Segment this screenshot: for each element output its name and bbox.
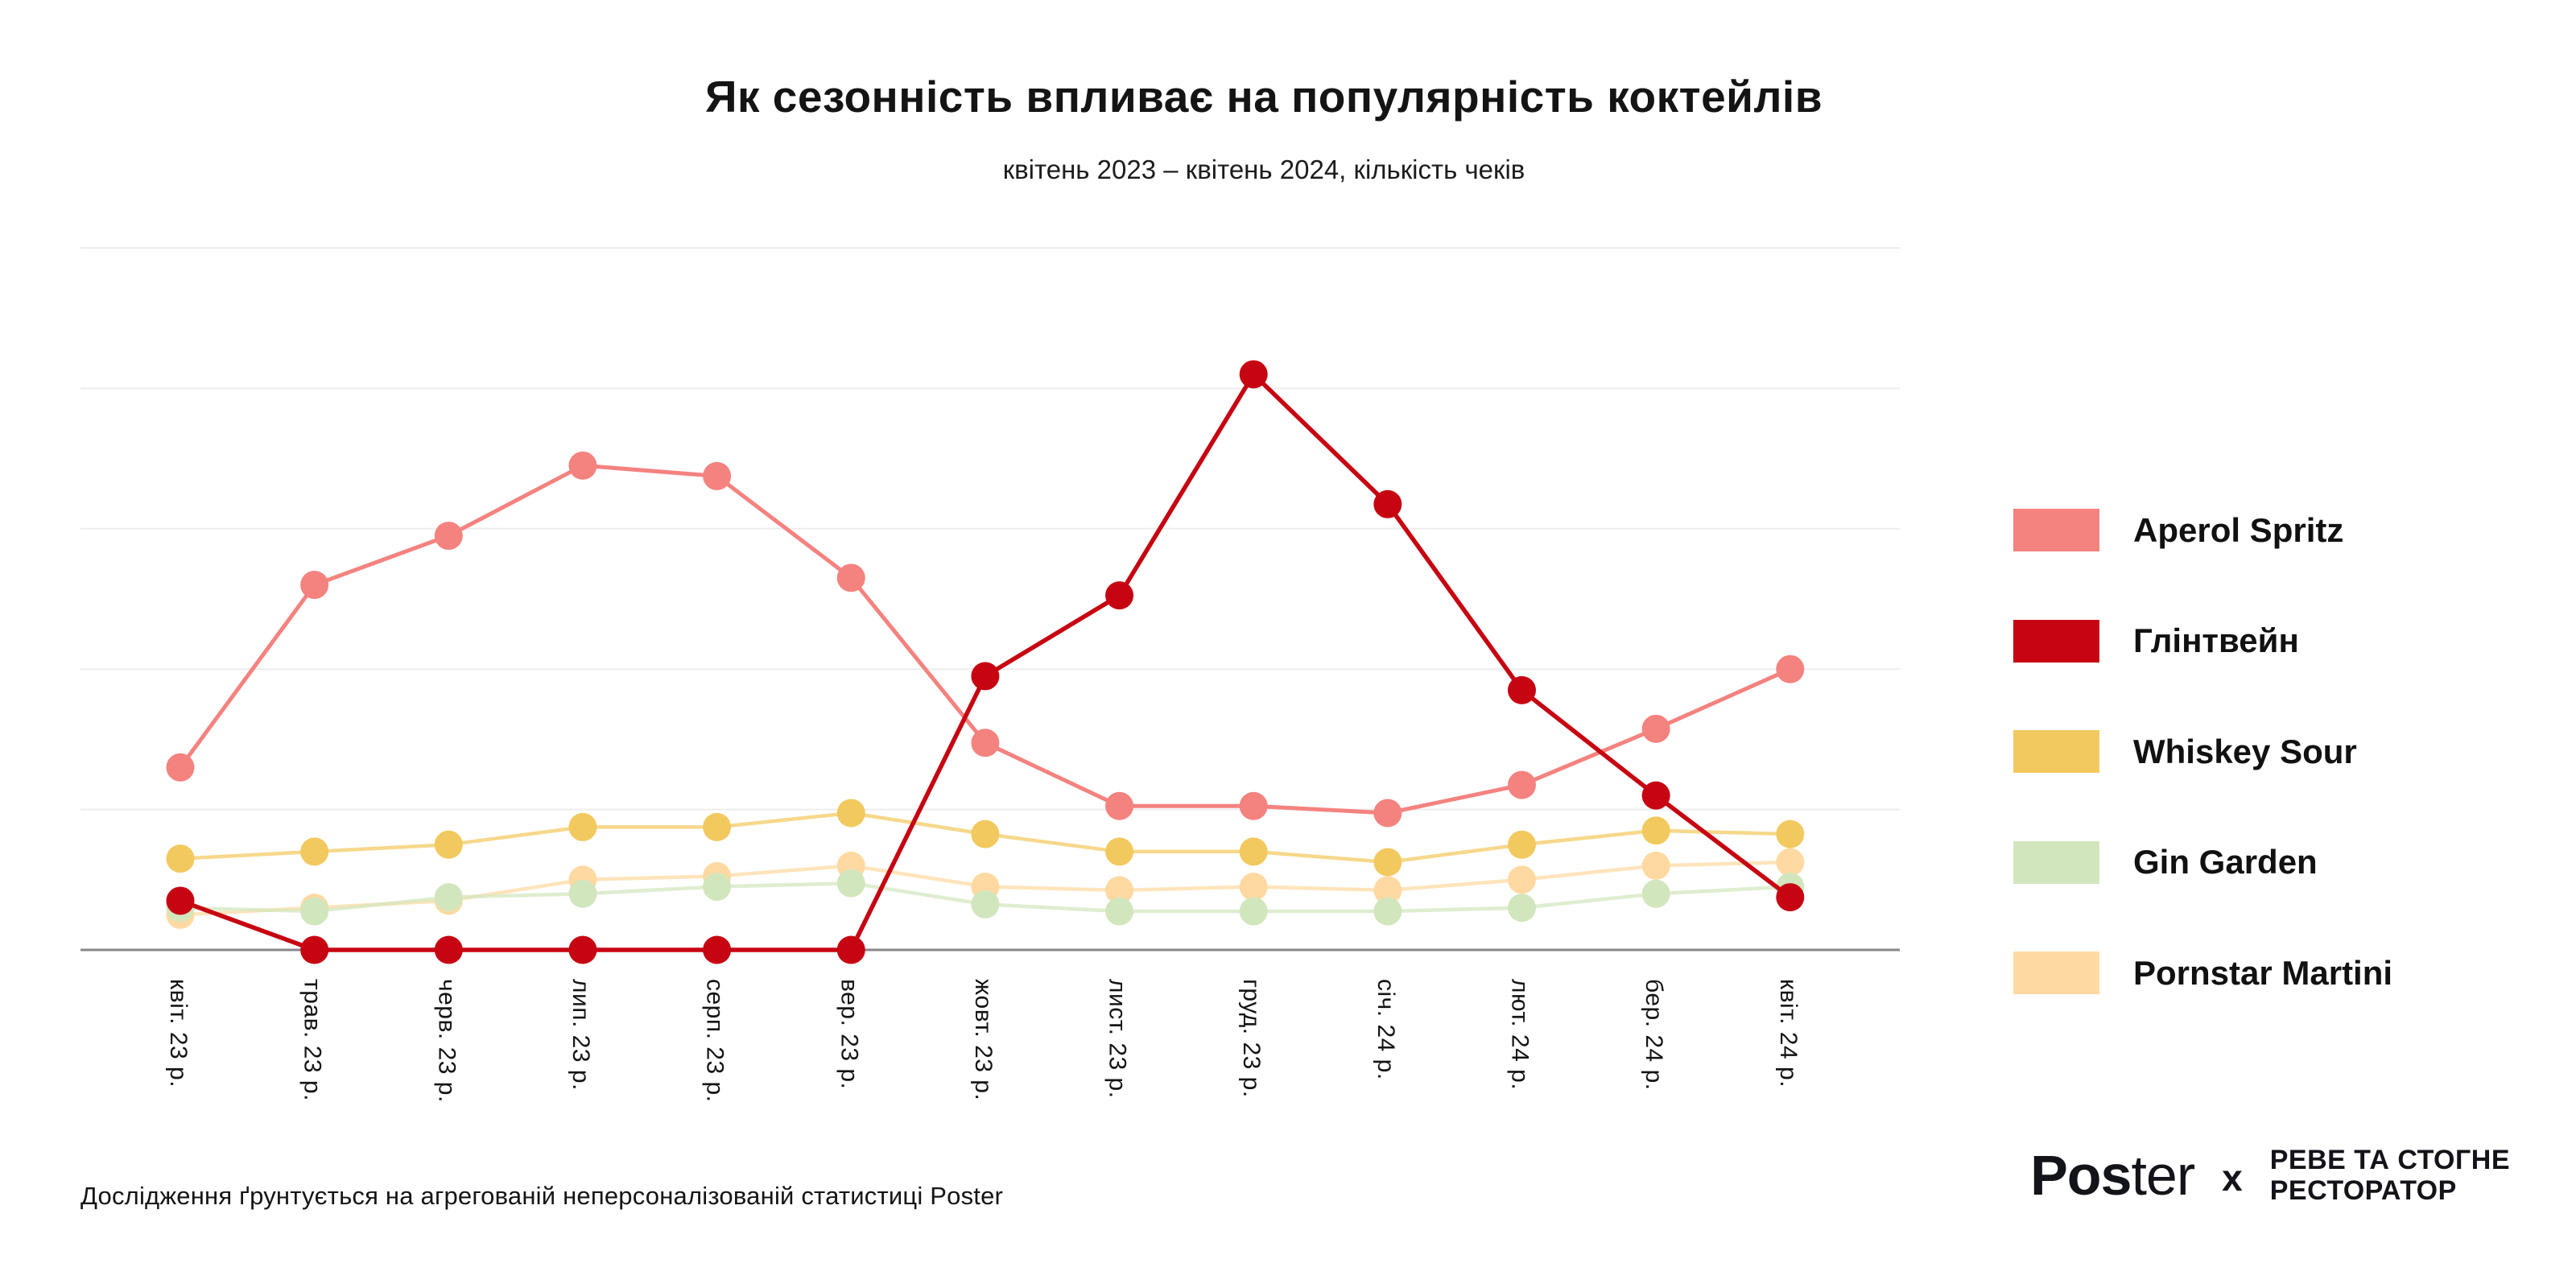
data-point <box>1508 830 1536 859</box>
x-axis-label: квіт. 23 р. <box>165 979 192 1088</box>
data-point <box>971 662 1000 691</box>
x-axis-label: лист. 23 р. <box>1104 979 1131 1099</box>
restorator-logo: РЕВЕ ТА СТОГНЕ РЕСТОРАТОР <box>2270 1145 2510 1206</box>
x-axis-label: січ. 24 р. <box>1373 979 1399 1080</box>
poster-logo-light: ter <box>2131 1144 2195 1207</box>
data-point <box>300 935 329 964</box>
data-point <box>1239 360 1268 389</box>
x-axis-label: квіт. 24 р. <box>1775 979 1802 1088</box>
x-axis-label: трав. 23 р. <box>299 979 326 1101</box>
x-axis-label: жовт. 23 р. <box>970 979 997 1100</box>
legend-label: Whiskey Sour <box>2133 732 2357 770</box>
data-point <box>971 819 1000 848</box>
legend-item: Whiskey Sour <box>2013 730 2357 774</box>
data-point <box>1373 489 1402 518</box>
data-point <box>703 873 732 902</box>
data-point <box>1105 791 1134 820</box>
data-point <box>1105 876 1134 905</box>
data-point <box>434 935 463 964</box>
data-point <box>1239 791 1268 820</box>
x-axis-label: черв. 23 р. <box>433 979 460 1103</box>
x-axis-label: лип. 23 р. <box>568 979 594 1091</box>
x-axis-label: вер. 23 р. <box>836 979 862 1089</box>
data-point <box>1239 873 1268 902</box>
data-point <box>1373 799 1402 828</box>
data-point <box>1373 848 1402 877</box>
legend-label: Pornstar Martini <box>2133 953 2393 992</box>
chart-subtitle: квітень 2023 – квітень 2024, кількість ч… <box>1002 155 1525 184</box>
data-point <box>1641 781 1670 810</box>
legend-label: Gin Garden <box>2133 843 2318 881</box>
data-point <box>836 935 865 964</box>
poster-logo-bold: Pos <box>2030 1144 2132 1207</box>
brand-logos: Poster x РЕВЕ ТА СТОГНЕ РЕСТОРАТОР <box>2030 1143 2510 1208</box>
data-point <box>1508 675 1536 704</box>
chart-title: Як сезонність впливає на популярність ко… <box>704 72 1823 122</box>
data-point <box>568 935 597 964</box>
data-point <box>703 935 732 964</box>
data-point <box>568 812 597 841</box>
series-line-aperol-spritz <box>178 463 1791 815</box>
data-point <box>1105 581 1134 610</box>
data-point <box>1239 897 1268 926</box>
data-point <box>568 879 597 908</box>
data-point <box>1641 714 1670 743</box>
data-point <box>1105 897 1134 926</box>
poster-logo: Poster <box>2030 1143 2195 1208</box>
data-point <box>1641 816 1670 845</box>
data-point <box>300 571 329 600</box>
legend-item: Gin Garden <box>2013 840 2318 884</box>
data-point <box>1508 865 1536 894</box>
data-point <box>300 837 329 866</box>
collab-x-icon: x <box>2222 1157 2243 1199</box>
legend-swatch <box>2013 509 2099 551</box>
data-point <box>703 461 732 490</box>
data-point <box>1105 837 1134 866</box>
data-point <box>1776 883 1805 912</box>
data-point <box>1776 819 1805 848</box>
data-point <box>1373 897 1402 926</box>
data-point <box>1508 894 1536 923</box>
legend-swatch <box>2013 619 2099 663</box>
x-axis-label: серп. 23 р. <box>702 979 729 1103</box>
restorator-logo-line2: РЕСТОРАТОР <box>2269 1175 2457 1206</box>
data-point <box>434 883 463 912</box>
data-point <box>166 886 195 915</box>
footer-note: Дослідження ґрунтується на агрегованій н… <box>80 1182 1004 1210</box>
x-axis-label: бер. 24 р. <box>1641 979 1667 1091</box>
data-point <box>1641 879 1670 908</box>
data-point <box>703 812 732 841</box>
data-point <box>836 869 865 898</box>
legend-item: Pornstar Martini <box>2013 952 2393 995</box>
data-point <box>568 451 597 480</box>
legend-swatch <box>2013 952 2099 995</box>
data-point <box>434 522 463 551</box>
legend-item: Aperol Spritz <box>2013 509 2343 551</box>
data-point <box>1373 876 1402 905</box>
data-point <box>971 890 1000 919</box>
legend-swatch <box>2013 840 2099 884</box>
data-point <box>1641 851 1670 880</box>
data-point <box>166 753 195 782</box>
data-point <box>971 729 1000 758</box>
restorator-logo-line1: РЕВЕ ТА СТОГНЕ <box>2269 1144 2510 1175</box>
legend-label: Aperol Spritz <box>2133 510 2344 549</box>
legend-item: Глінтвейн <box>2013 619 2299 663</box>
data-point <box>836 799 865 828</box>
x-axis-label: груд. 23 р. <box>1238 979 1265 1098</box>
data-point <box>1776 848 1805 877</box>
data-point <box>1776 654 1805 683</box>
legend-label: Глінтвейн <box>2133 621 2299 660</box>
data-point <box>434 830 463 859</box>
legend-swatch <box>2013 730 2099 774</box>
data-point <box>836 564 865 592</box>
data-point <box>166 844 195 873</box>
data-point <box>1508 770 1536 799</box>
data-point <box>300 897 329 926</box>
x-axis-label: лют. 24 р. <box>1507 979 1534 1090</box>
data-point <box>1239 837 1268 866</box>
